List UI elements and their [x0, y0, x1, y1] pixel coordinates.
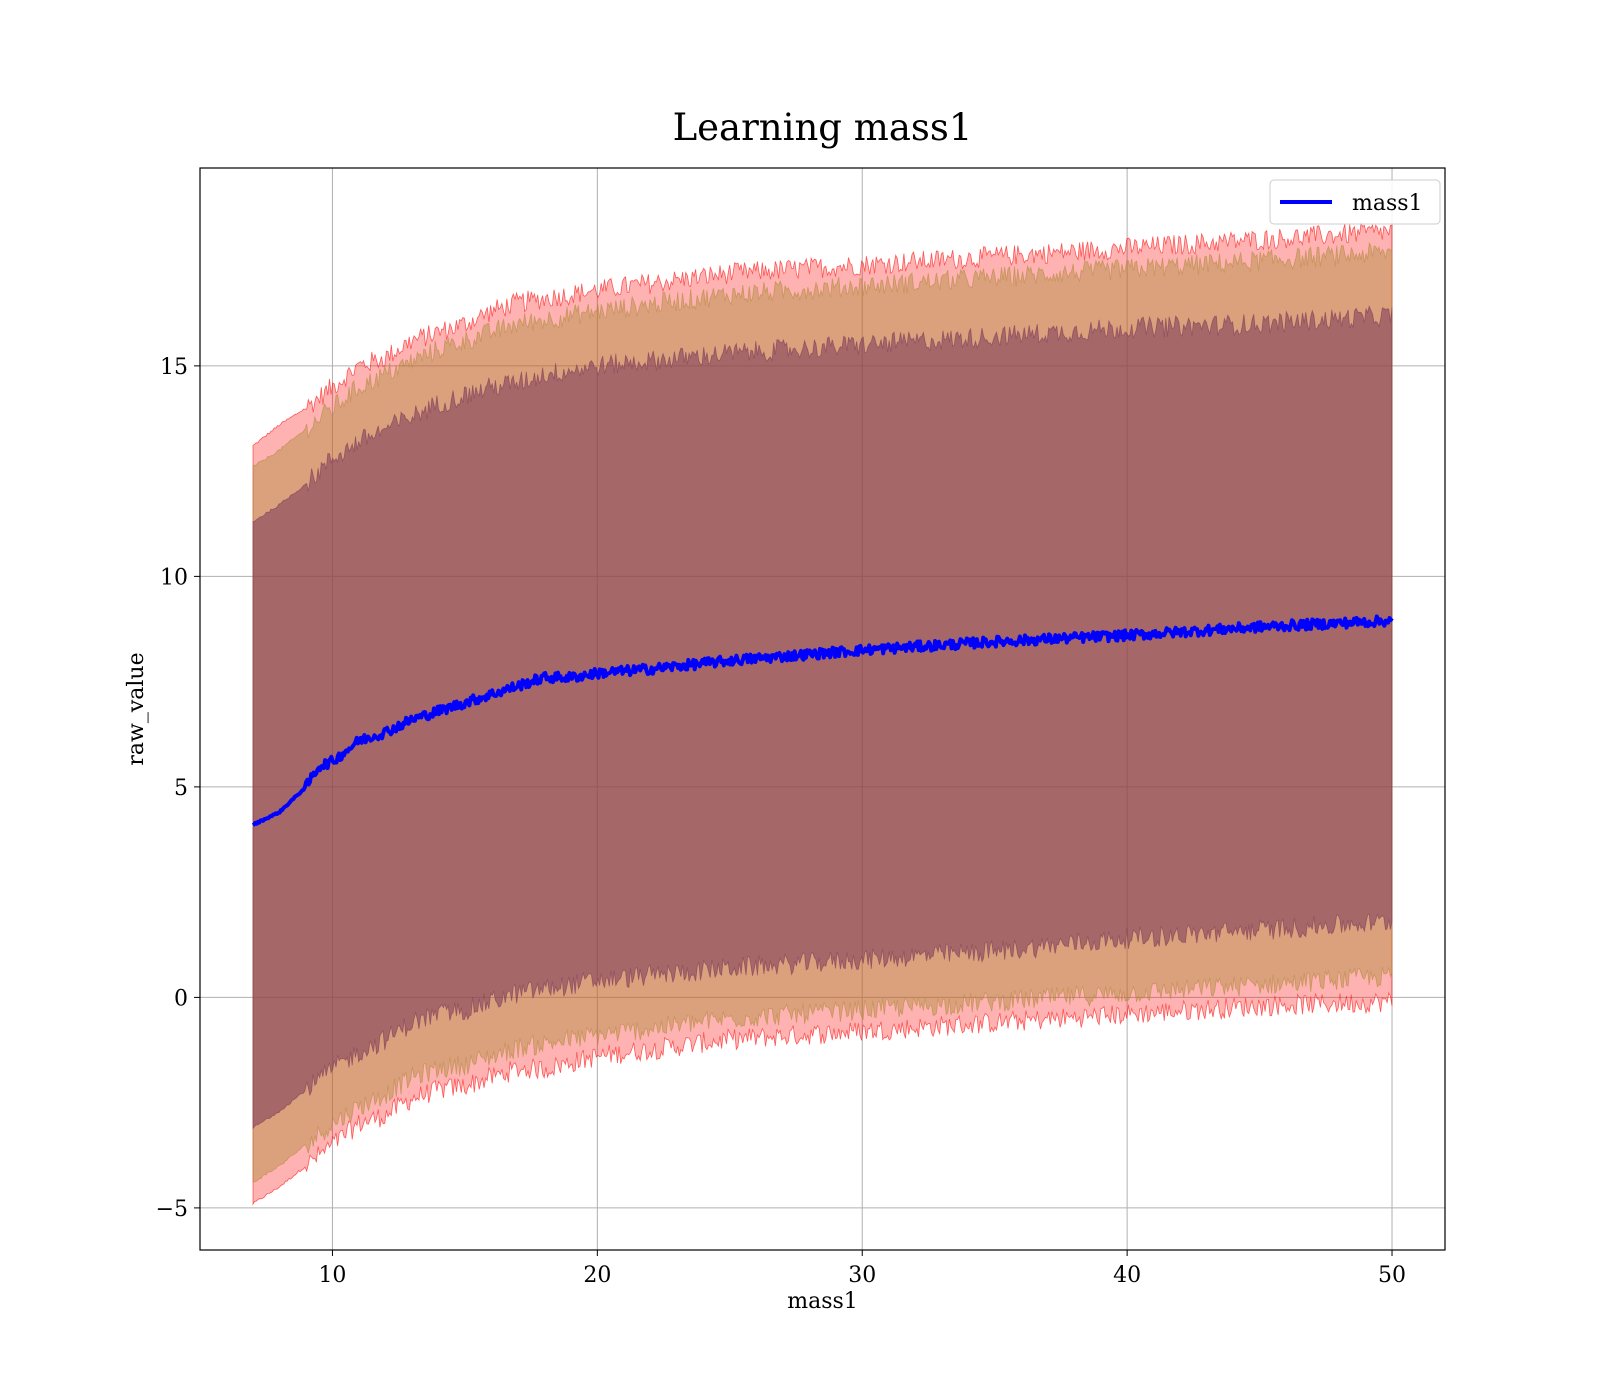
legend-box: [1269, 179, 1441, 225]
x-tick-label: 10: [318, 1263, 346, 1288]
band-inner: [252, 305, 1393, 1130]
legend: mass1: [1269, 179, 1441, 225]
x-axis-label: mass1: [787, 1289, 858, 1314]
legend-label: mass1: [1352, 191, 1423, 216]
x-tick-label: 50: [1378, 1263, 1406, 1288]
series-line-mass1: [251, 614, 1394, 827]
plot-frame: [199, 167, 1446, 1251]
x-tick-label: 20: [583, 1263, 611, 1288]
y-axis-ticks: −5 0 5 10 15: [156, 355, 200, 1222]
y-axis-label: raw_value: [124, 652, 149, 765]
x-tick-label: 40: [1113, 1263, 1141, 1288]
confidence-bands: [252, 222, 1393, 1206]
x-tick-label: 30: [848, 1263, 876, 1288]
y-tick-label: 5: [174, 776, 188, 801]
chart-title: Learning mass1: [673, 106, 973, 149]
y-tick-label: 10: [160, 565, 188, 590]
x-axis-ticks: 10 20 30 40 50: [318, 1250, 1406, 1288]
y-tick-label: 15: [160, 355, 188, 380]
series-lines: [251, 614, 1394, 827]
y-tick-label: −5: [156, 1197, 188, 1222]
y-tick-label: 0: [174, 986, 188, 1011]
